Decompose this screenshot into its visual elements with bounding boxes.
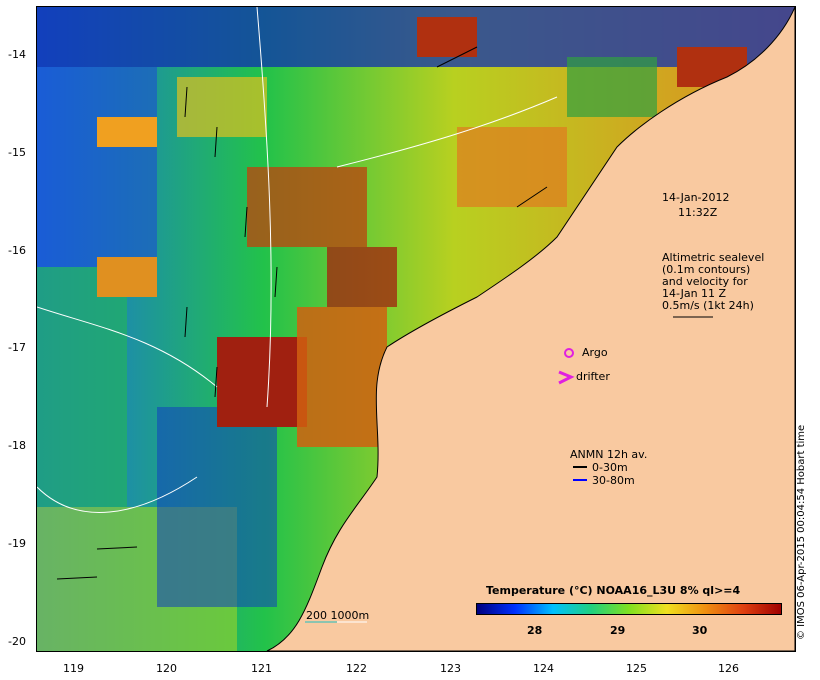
- argo-label: Argo: [582, 346, 608, 359]
- altimetry-line-2: (0.1m contours): [662, 263, 751, 276]
- sealevel-contours: [37, 7, 558, 513]
- bathy-label: 200 1000m: [306, 609, 370, 622]
- drifter-label: drifter: [576, 370, 610, 383]
- map-panel[interactable]: [36, 6, 796, 652]
- date-label: 14-Jan-2012: [662, 191, 730, 204]
- x-tick-label: 120: [156, 662, 177, 675]
- x-tick-label: 121: [251, 662, 272, 675]
- x-tick-label: 124: [533, 662, 554, 675]
- anmn-shallow-label: 0-30m: [592, 461, 628, 474]
- x-tick-label: 122: [346, 662, 367, 675]
- y-tick-label: -20: [8, 635, 26, 648]
- x-tick-label: 123: [440, 662, 461, 675]
- y-tick-label: -18: [8, 439, 26, 452]
- colorbar-title: Temperature (°C) NOAA16_L3U 8% ql>=4: [486, 584, 741, 597]
- y-tick-label: -15: [8, 146, 26, 159]
- colorbar-tick-28: 28: [527, 624, 543, 637]
- sst-patches: [37, 7, 795, 651]
- colorbar-tick-29: 29: [610, 624, 626, 637]
- colorbar: [476, 603, 782, 615]
- land-area: [266, 7, 795, 651]
- y-tick-label: -16: [8, 244, 26, 257]
- x-tick-label: 125: [626, 662, 647, 675]
- altimetry-line-4: 14-Jan 11 Z: [662, 287, 727, 300]
- argo-marker: [564, 348, 574, 358]
- y-tick-label: -19: [8, 537, 26, 550]
- y-tick-label: -14: [8, 48, 26, 61]
- anmn-title: ANMN 12h av.: [570, 448, 648, 461]
- altimetry-line-1: Altimetric sealevel: [662, 251, 765, 264]
- velocity-vectors: [56, 46, 548, 580]
- x-tick-label: 126: [718, 662, 739, 675]
- x-tick-label: 119: [63, 662, 84, 675]
- time-label: 11:32Z: [678, 206, 718, 219]
- anmn-deep-label: 30-80m: [592, 474, 635, 487]
- sst-map: [37, 7, 795, 651]
- y-tick-label: -17: [8, 341, 26, 354]
- credit-text: © IMOS 06-Apr-2015 00:04:54 Hobart time: [796, 424, 807, 640]
- drifter-marker: [558, 370, 575, 385]
- altimetry-line-3: and velocity for: [662, 275, 748, 288]
- colorbar-tick-30: 30: [692, 624, 708, 637]
- altimetry-line-5: 0.5m/s (1kt 24h): [662, 299, 754, 312]
